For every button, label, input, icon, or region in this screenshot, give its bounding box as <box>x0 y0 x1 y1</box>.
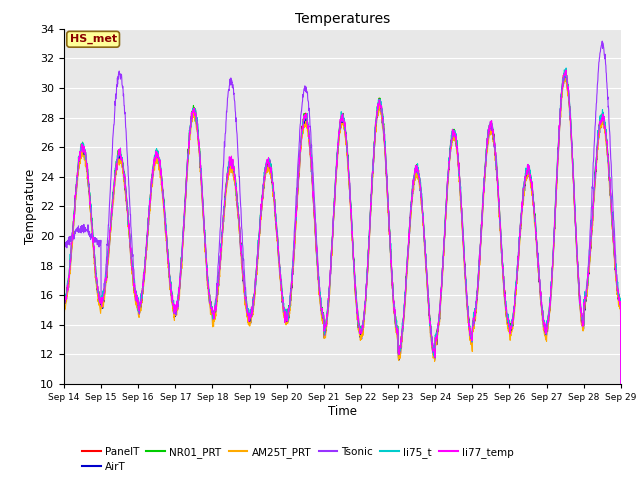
li75_t <box>504 311 512 317</box>
Line: li77_temp: li77_temp <box>64 70 621 480</box>
Text: HS_met: HS_met <box>70 34 116 44</box>
Line: AM25T_PRT: AM25T_PRT <box>64 78 621 480</box>
li75_t <box>584 281 591 287</box>
NR01_PRT <box>371 138 378 144</box>
AM25T_PRT <box>584 290 591 296</box>
li77_temp <box>358 324 366 330</box>
li75_t <box>568 142 575 147</box>
li77_temp <box>584 281 591 287</box>
li75_t <box>216 266 223 272</box>
NR01_PRT <box>568 142 575 147</box>
NR01_PRT <box>60 294 68 300</box>
li75_t <box>371 138 378 144</box>
Tsonic <box>504 320 512 325</box>
Tsonic <box>216 244 223 250</box>
li75_t <box>60 296 68 302</box>
PanelT <box>60 300 68 306</box>
PanelT <box>504 316 512 322</box>
AirT <box>561 72 568 77</box>
Line: li75_t: li75_t <box>64 68 621 480</box>
AirT <box>60 301 68 307</box>
Line: AirT: AirT <box>64 74 621 480</box>
AM25T_PRT <box>568 152 575 158</box>
AM25T_PRT <box>371 143 378 149</box>
AirT <box>371 144 378 150</box>
NR01_PRT <box>584 279 591 285</box>
NR01_PRT <box>504 316 512 322</box>
Line: NR01_PRT: NR01_PRT <box>64 72 621 480</box>
AirT <box>584 285 591 291</box>
AirT <box>568 145 575 151</box>
AirT <box>216 272 223 277</box>
li77_temp <box>371 140 378 145</box>
li77_temp <box>216 268 223 274</box>
AM25T_PRT <box>504 327 512 333</box>
NR01_PRT <box>358 327 366 333</box>
PanelT <box>358 329 366 335</box>
NR01_PRT <box>216 271 223 277</box>
Tsonic <box>358 326 366 332</box>
X-axis label: Time: Time <box>328 405 357 418</box>
AM25T_PRT <box>358 332 366 338</box>
AirT <box>504 321 512 326</box>
PanelT <box>216 271 223 276</box>
li77_temp <box>60 297 68 302</box>
Line: Tsonic: Tsonic <box>64 41 621 480</box>
Y-axis label: Temperature: Temperature <box>24 169 37 244</box>
li77_temp <box>504 315 512 321</box>
Tsonic <box>568 141 575 147</box>
AirT <box>358 329 366 335</box>
AM25T_PRT <box>562 75 570 81</box>
Tsonic <box>583 279 591 285</box>
NR01_PRT <box>561 69 568 74</box>
PanelT <box>584 284 591 290</box>
PanelT <box>371 140 378 145</box>
PanelT <box>561 69 569 75</box>
Tsonic <box>60 239 68 244</box>
li77_temp <box>568 142 575 147</box>
Line: PanelT: PanelT <box>64 72 621 480</box>
Title: Temperatures: Temperatures <box>295 12 390 26</box>
AM25T_PRT <box>216 278 223 284</box>
Legend: PanelT, AirT, NR01_PRT, AM25T_PRT, Tsonic, li75_t, li77_temp: PanelT, AirT, NR01_PRT, AM25T_PRT, Tsoni… <box>77 443 518 476</box>
li75_t <box>563 65 570 71</box>
PanelT <box>568 144 575 149</box>
AM25T_PRT <box>60 303 68 309</box>
Tsonic <box>598 38 606 44</box>
li75_t <box>358 324 366 329</box>
Tsonic <box>371 139 378 145</box>
li77_temp <box>563 67 570 73</box>
